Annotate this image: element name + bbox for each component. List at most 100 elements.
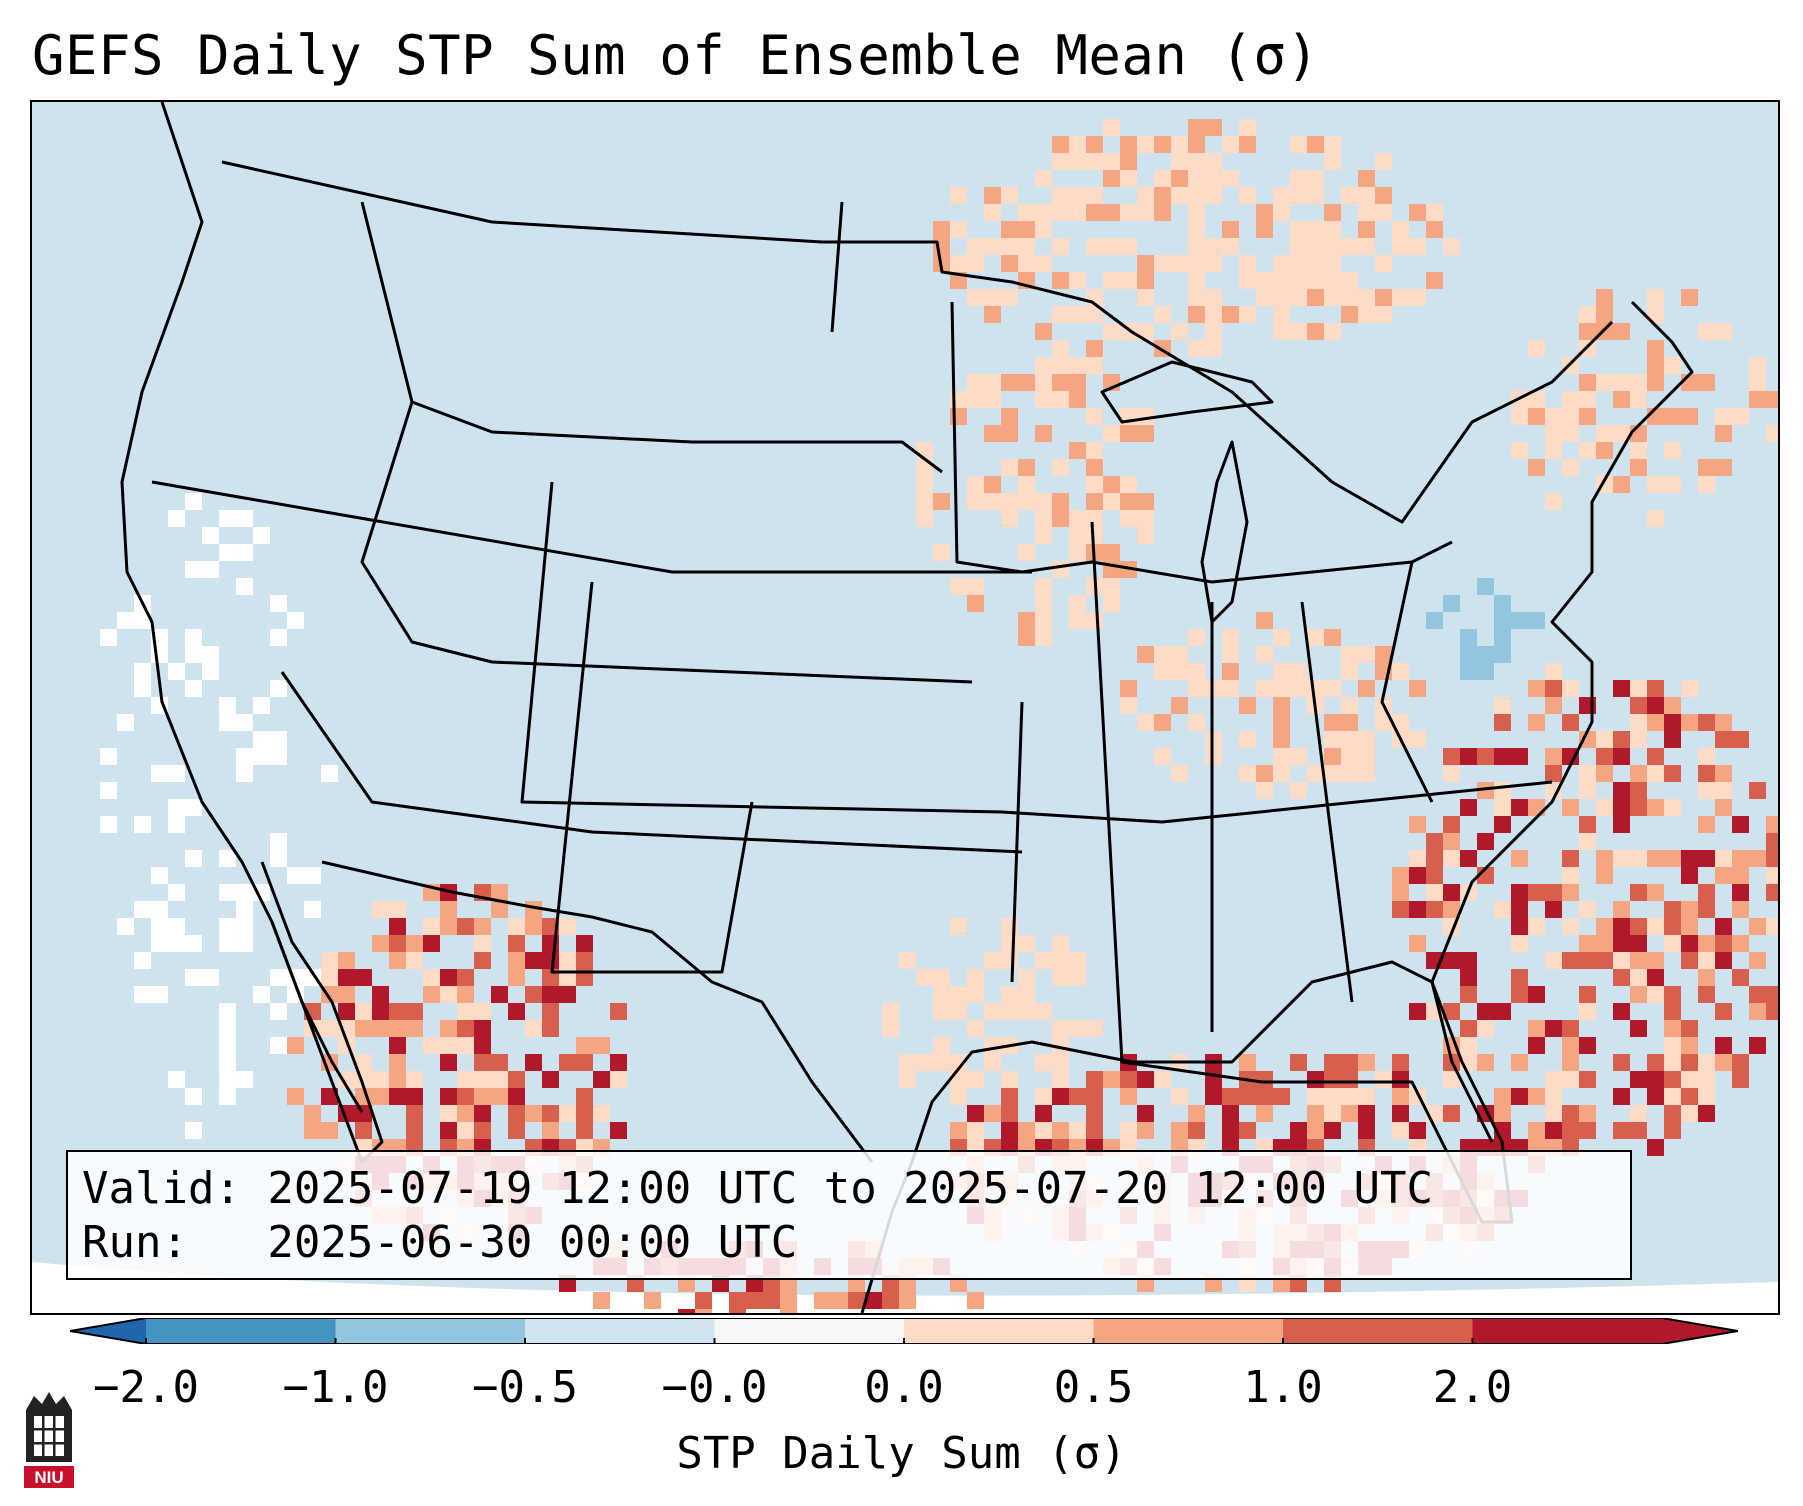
- anomaly-cell: [1477, 578, 1494, 595]
- anomaly-cell: [1137, 1105, 1154, 1122]
- anomaly-cell: [1188, 306, 1205, 323]
- anomaly-cell: [474, 1054, 491, 1071]
- anomaly-cell: [984, 374, 1001, 391]
- anomaly-cell: [780, 1292, 797, 1309]
- anomaly-cell: [1477, 1054, 1494, 1071]
- anomaly-cell: [967, 1105, 984, 1122]
- anomaly-cell: [1256, 765, 1273, 782]
- boundaries: [120, 102, 1694, 1313]
- anomaly-cell: [1562, 1122, 1579, 1139]
- anomaly-cell: [1545, 1088, 1562, 1105]
- anomaly-cell: [1647, 289, 1664, 306]
- anomaly-cell: [1392, 867, 1409, 884]
- anomaly-cell: [321, 765, 338, 782]
- anomaly-cell: [1732, 935, 1749, 952]
- anomaly-cell: [1188, 204, 1205, 221]
- anomaly-cell: [1307, 629, 1324, 646]
- anomaly-cell: [729, 1309, 746, 1313]
- anomaly-cell: [1664, 1037, 1681, 1054]
- anomaly-cell: [1596, 935, 1613, 952]
- anomaly-cell: [1630, 391, 1647, 408]
- anomaly-cell: [236, 918, 253, 935]
- anomaly-cell: [1222, 306, 1239, 323]
- anomaly-cell: [1766, 1003, 1778, 1020]
- anomaly-cell: [916, 510, 933, 527]
- anomaly-cell: [1460, 646, 1477, 663]
- anomaly-cell: [1630, 1071, 1647, 1088]
- anomaly-cell: [389, 918, 406, 935]
- anomaly-cell: [950, 221, 967, 238]
- anomaly-cell: [1001, 1105, 1018, 1122]
- anomaly-cell: [1613, 1088, 1630, 1105]
- anomaly-cell: [1205, 170, 1222, 187]
- anomaly-cell: [508, 1088, 525, 1105]
- anomaly-cell: [219, 510, 236, 527]
- anomaly-cell: [1647, 918, 1664, 935]
- anomaly-cell: [1392, 901, 1409, 918]
- anomaly-cell: [1290, 782, 1307, 799]
- anomaly-cell: [1103, 323, 1120, 340]
- anomaly-cell: [1052, 340, 1069, 357]
- anomaly-cell: [933, 1037, 950, 1054]
- anomaly-cell: [1596, 442, 1613, 459]
- anomaly-cell: [746, 1292, 763, 1309]
- anomaly-cell: [1103, 153, 1120, 170]
- anomaly-cell: [508, 1071, 525, 1088]
- anomaly-cell: [1018, 459, 1035, 476]
- anomaly-cell: [134, 612, 151, 629]
- anomaly-cell: [406, 1122, 423, 1139]
- anomaly-cell: [1290, 170, 1307, 187]
- anomaly-cell: [1698, 1054, 1715, 1071]
- anomaly-cell: [1562, 391, 1579, 408]
- anomaly-cell: [1409, 850, 1426, 867]
- anomaly-cell: [1341, 1105, 1358, 1122]
- anomaly-cell: [491, 1088, 508, 1105]
- anomaly-cell: [1494, 612, 1511, 629]
- anomaly-cell: [219, 918, 236, 935]
- anomaly-cell: [950, 1003, 967, 1020]
- anomaly-cell: [1392, 289, 1409, 306]
- anomaly-cell: [1222, 646, 1239, 663]
- anomaly-cell: [1137, 272, 1154, 289]
- anomaly-cell: [1086, 340, 1103, 357]
- anomaly-cell: [1239, 1088, 1256, 1105]
- anomaly-cell: [1307, 323, 1324, 340]
- anomaly-cell: [1732, 850, 1749, 867]
- anomaly-cell: [1511, 850, 1528, 867]
- anomaly-cell: [1086, 527, 1103, 544]
- anomaly-cell: [1154, 255, 1171, 272]
- anomaly-cell: [593, 1105, 610, 1122]
- anomaly-cell: [1630, 1020, 1647, 1037]
- anomaly-cell: [1647, 1088, 1664, 1105]
- anomaly-cell: [1103, 476, 1120, 493]
- anomaly-cell: [1239, 765, 1256, 782]
- anomaly-cell: [1528, 680, 1545, 697]
- anomaly-cell: [1664, 1088, 1681, 1105]
- anomaly-cell: [355, 1122, 372, 1139]
- anomaly-cell: [236, 935, 253, 952]
- anomaly-cell: [1647, 340, 1664, 357]
- anomaly-cell: [1120, 510, 1137, 527]
- anomaly-cell: [1001, 493, 1018, 510]
- anomaly-cell: [1766, 867, 1778, 884]
- anomaly-cell: [1290, 136, 1307, 153]
- anomaly-cell: [1664, 1122, 1681, 1139]
- anomaly-cell: [1494, 697, 1511, 714]
- anomaly-cell: [372, 935, 389, 952]
- anomaly-cell: [151, 935, 168, 952]
- anomaly-cell: [1409, 816, 1426, 833]
- anomaly-cell: [508, 935, 525, 952]
- anomaly-cell: [1596, 374, 1613, 391]
- anomaly-cell: [1103, 595, 1120, 612]
- anomaly-cell: [1766, 986, 1778, 1003]
- anomaly-cell: [100, 816, 117, 833]
- anomaly-cell: [967, 595, 984, 612]
- anomaly-cell: [389, 1054, 406, 1071]
- anomaly-cell: [1256, 646, 1273, 663]
- anomaly-cell: [1052, 391, 1069, 408]
- anomaly-cell: [440, 901, 457, 918]
- anomaly-cell: [372, 986, 389, 1003]
- anomaly-cell: [1460, 850, 1477, 867]
- anomaly-cell: [1018, 374, 1035, 391]
- anomaly-cell: [1477, 1020, 1494, 1037]
